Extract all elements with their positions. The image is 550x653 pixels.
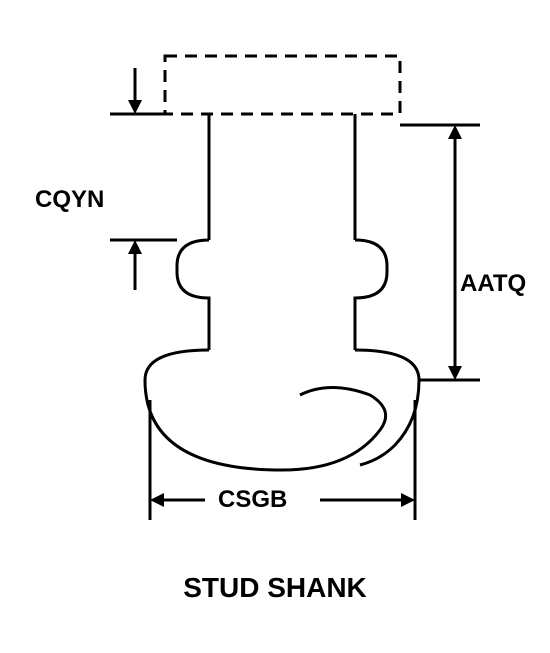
head-left-curve <box>145 350 386 470</box>
csgb-label: CSGB <box>218 486 287 514</box>
csgb-arrowhead-right <box>401 493 415 507</box>
collar-left <box>177 240 209 350</box>
diagram-container: CQYN AATQ CSGB STUD SHANK <box>0 0 550 648</box>
cqyn-arrowhead-bottom <box>128 240 142 254</box>
cqyn-label: CQYN <box>35 186 104 214</box>
dashed-rect <box>165 56 400 114</box>
head-hook-tip <box>360 445 395 465</box>
aatq-label: AATQ <box>460 270 526 298</box>
aatq-arrowhead-bottom <box>448 366 462 380</box>
diagram-title: STUD SHANK <box>0 572 550 604</box>
head-right-curve <box>355 350 419 445</box>
csgb-arrowhead-left <box>150 493 164 507</box>
cqyn-arrowhead-top <box>128 100 142 114</box>
diagram-svg <box>0 0 550 648</box>
aatq-arrowhead-top <box>448 125 462 139</box>
collar-right <box>355 240 387 350</box>
